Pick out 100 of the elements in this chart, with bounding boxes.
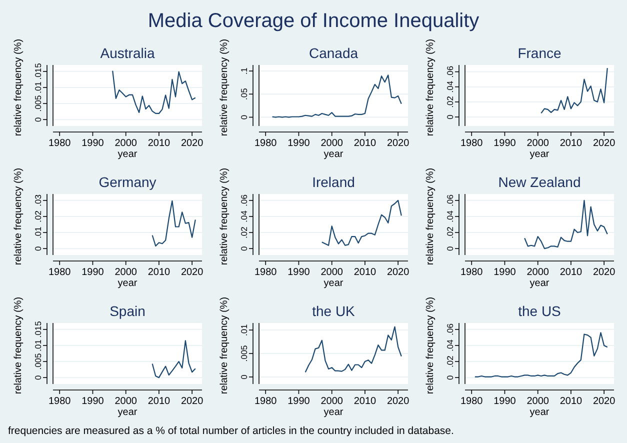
x-tick-label: 1990 [82,267,104,278]
y-axis-title: relative frequency (%) [13,296,24,394]
x-tick-label: 1980 [460,396,484,407]
text: Media Coverage of Income Inequality [148,10,480,32]
x-tick-label: 2020 [180,396,204,407]
x-tick-label: 1980 [48,267,72,278]
y-tick-label: .015 [33,62,43,80]
x-tick-label: 2000 [114,396,138,407]
y-tick-label: .06 [239,194,249,206]
y-tick-label: .01 [33,81,43,94]
x-tick-label: 1990 [494,396,516,407]
y-tick-label: .01 [239,324,249,336]
y-axis-title: relative frequency (%) [219,168,230,266]
y-axis-title: relative frequency (%) [13,168,24,266]
x-tick-label: 2020 [592,396,616,407]
x-tick-label: 2020 [180,138,204,149]
x-tick-label: 2010 [148,267,171,278]
x-tick-label: 2000 [526,267,550,278]
x-tick-label: 1980 [460,138,484,149]
x-tick-label: 1990 [82,396,104,407]
x-axis-title: year [118,407,138,418]
y-tick-label: .04 [445,339,455,352]
y-tick-label: .04 [239,210,249,222]
y-tick-label: 0 [445,374,455,380]
x-axis-title: year [118,278,138,289]
x-axis-title: year [324,149,344,160]
y-tick-label: 0 [33,116,43,122]
x-tick-label: 1980 [254,267,278,278]
x-tick-label: 2010 [560,396,583,407]
x-tick-label: 2010 [354,138,377,149]
text: frequencies are measured as a % of total number of articles in the country included in database. [8,425,454,437]
y-axis-title: relative frequency (%) [425,296,436,394]
y-tick-label: .1 [239,67,249,75]
y-tick-label: 0 [239,246,249,251]
x-axis-title: year [118,149,138,160]
x-tick-label: 2000 [114,267,138,278]
x-tick-label: 2020 [592,138,616,149]
x-axis-title: year [530,278,550,289]
x-tick-label: 1980 [48,396,72,407]
x-tick-label: 2020 [592,267,616,278]
line-series [304,326,402,373]
y-axis-title: relative frequency (%) [219,38,230,136]
chart-title: New Zealand [498,174,581,190]
chart-title: Germany [98,174,156,190]
x-tick-label: 2000 [526,138,550,149]
line-series [152,200,196,247]
y-tick-label: .02 [239,226,249,238]
x-tick-label: 2020 [386,396,410,407]
y-tick-label: .06 [445,66,455,78]
x-tick-label: 1990 [494,138,516,149]
x-axis-title: year [530,149,550,160]
y-tick-label: .015 [33,320,43,338]
x-tick-label: 2000 [320,138,344,149]
x-tick-label: 2010 [148,138,171,149]
x-tick-label: 1990 [288,267,310,278]
line-series [524,200,608,250]
x-tick-label: 1990 [288,138,310,149]
x-tick-label: 1980 [254,396,278,407]
y-axis-title: relative frequency (%) [425,168,436,266]
x-tick-label: 2010 [560,138,583,149]
y-tick-label: .005 [33,94,43,112]
chart-title: Canada [308,45,358,61]
x-tick-label: 2000 [320,396,344,407]
x-tick-label: 2010 [354,267,377,278]
y-tick-label: .03 [33,194,43,206]
y-tick-label: 0 [33,246,43,251]
y-tick-label: .06 [445,194,455,206]
y-tick-label: .02 [445,96,455,108]
y-tick-label: 0 [33,374,43,380]
y-axis-title: relative frequency (%) [13,38,24,136]
chart-title: Australia [100,45,155,61]
y-tick-label: .04 [445,210,455,222]
x-tick-label: 2010 [148,396,171,407]
chart-title: Ireland [312,174,355,190]
y-tick-label: 0 [239,374,249,380]
y-axis-title: relative frequency (%) [219,296,230,394]
y-tick-label: .02 [445,355,455,368]
x-tick-label: 1980 [48,138,72,149]
y-tick-label: 0 [445,114,455,120]
x-tick-label: 1980 [460,267,484,278]
y-tick-label: .02 [33,210,43,222]
x-tick-label: 2000 [320,267,344,278]
line-series [112,70,196,114]
y-tick-label: .01 [33,339,43,352]
line-series [540,67,608,114]
x-tick-label: 1990 [494,267,516,278]
y-tick-label: 0 [239,114,249,120]
x-tick-label: 2000 [114,138,138,149]
x-axis-title: year [530,407,550,418]
chart-title: Spain [110,303,146,319]
chart-title: the UK [312,303,356,319]
y-tick-label: .04 [445,80,455,93]
x-axis-title: year [324,407,344,418]
x-tick-label: 1990 [288,396,310,407]
line-series [272,74,402,118]
y-tick-label: .005 [33,352,43,370]
line-series [474,332,608,378]
x-tick-label: 1980 [254,138,278,149]
y-tick-label: .01 [33,226,43,238]
y-tick-label: .005 [239,344,249,362]
